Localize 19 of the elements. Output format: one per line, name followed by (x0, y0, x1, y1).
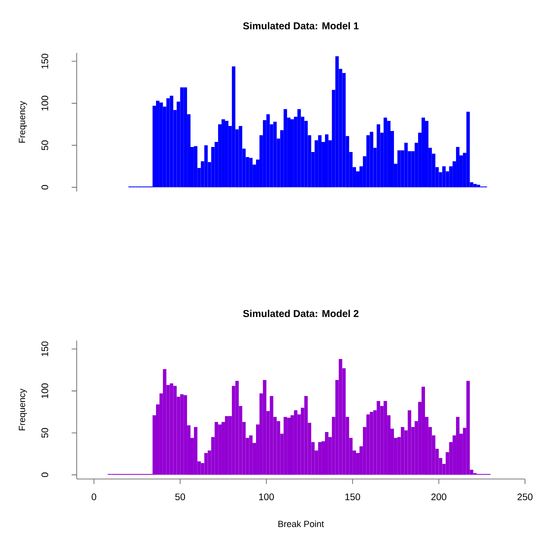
x-tick-label: 200 (431, 494, 446, 500)
y-tick-label: 50 (41, 140, 48, 150)
y-tick-label: 150 (41, 341, 48, 356)
x-tick-label: 100 (259, 494, 274, 500)
y-tick-label: 100 (41, 383, 48, 398)
y-tick-label: 100 (41, 96, 48, 110)
x-axis-title: Break Point (278, 520, 324, 528)
y-axis-title: Frequency (18, 388, 27, 430)
chart-title: Simulated Data: Model 2 (243, 310, 358, 318)
y-tick-label: 150 (41, 54, 48, 68)
y-tick-label: 50 (41, 428, 48, 438)
x-tick-label: 0 (92, 494, 96, 500)
x-tick-label: 250 (518, 494, 533, 500)
x-tick-label: 150 (345, 494, 360, 500)
chart-title: Simulated Data: Model 1 (243, 22, 359, 30)
x-tick-label: 50 (175, 494, 186, 500)
y-axis-title: Frequency (18, 101, 27, 143)
y-tick-label: 0 (41, 472, 48, 478)
y-tick-label: 0 (41, 185, 48, 190)
